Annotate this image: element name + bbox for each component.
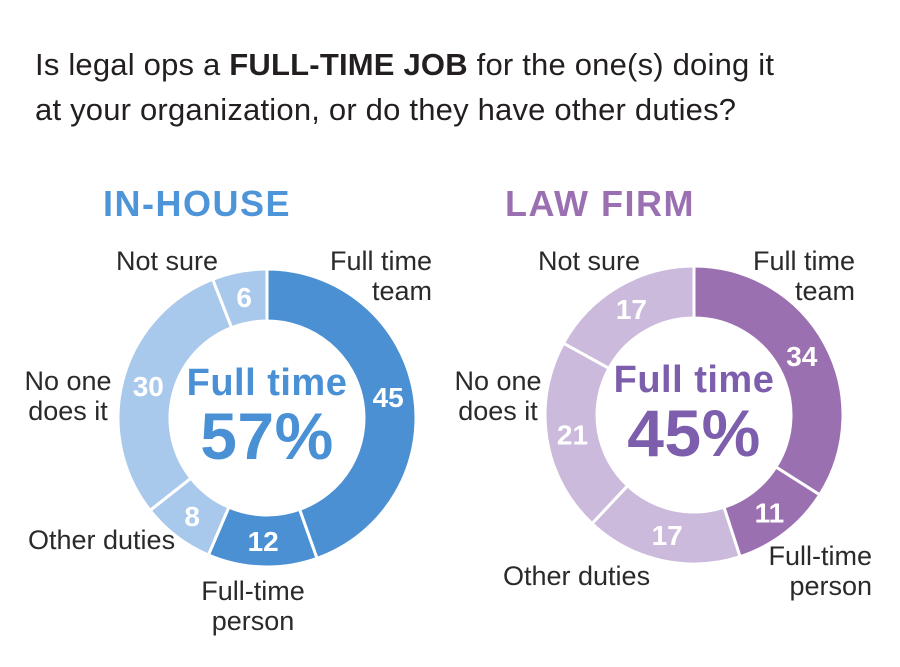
center-value: 57%: [200, 399, 334, 473]
center-label: Full time: [613, 359, 775, 401]
segment-value-full-time-team: 34: [786, 341, 818, 372]
center-label: Full time: [186, 362, 348, 404]
donut-center-text: Full time 57%: [157, 362, 377, 473]
segment-label-full-time-person: Full-time person: [201, 576, 305, 637]
segment-label-full-time-team: Full time team: [752, 246, 855, 307]
segment-value-other-duties: 8: [184, 501, 200, 532]
segment-value-full-time-team: 45: [373, 382, 404, 413]
donut-segment-no-one-does-it: [116, 277, 234, 512]
segment-value-other-duties: 17: [652, 520, 683, 551]
question-text: for the one(s) doing it: [467, 47, 775, 82]
segment-label-other-duties: Other duties: [28, 525, 176, 555]
segment-value-not-sure: 17: [616, 294, 647, 325]
question-text: Is legal ops a: [35, 47, 230, 82]
center-value: 45%: [627, 396, 761, 470]
segment-label-no-one-does-it: No one does it: [24, 366, 112, 427]
question-line-2: at your organization, or do they have ot…: [35, 92, 737, 127]
question-title: Is legal ops a FULL-TIME JOB for the one…: [35, 42, 875, 132]
segment-label-not-sure: Not sure: [538, 246, 641, 276]
segment-value-full-time-person: 12: [248, 526, 279, 557]
chart-title-law-firm: LAW FIRM: [505, 183, 695, 224]
donut-svg-law-firm: 34 11 17 21 17: [543, 264, 845, 566]
donut-segment-full-time-team: [265, 267, 418, 560]
chart-title-in-house: IN-HOUSE: [103, 183, 292, 224]
segment-value-no-one-does-it: 21: [557, 419, 588, 450]
segment-label-full-time-person: Full-time person: [768, 541, 872, 602]
question-line-1: Is legal ops a FULL-TIME JOB for the one…: [35, 42, 875, 87]
segment-label-full-time-team: Full time team: [329, 246, 432, 307]
question-emphasis: FULL-TIME JOB: [229, 47, 468, 82]
donut-center-text: Full time 45%: [584, 359, 804, 470]
donut-svg-in-house: 45 12 8 30 6: [116, 267, 418, 569]
donut-chart-law-firm: LAW FIRM 34 11 17 21 17 Full time 45% Not su…: [450, 180, 900, 667]
segment-value-not-sure: 6: [236, 282, 252, 313]
donut-segment-not-sure: [211, 267, 269, 330]
segment-label-other-duties: Other duties: [503, 561, 651, 591]
segment-value-no-one-does-it: 30: [133, 371, 164, 402]
segment-value-full-time-person: 11: [755, 497, 785, 528]
donut-chart-in-house: IN-HOUSE 45 12 8 30 6 Full time 57% Not sure…: [0, 180, 450, 667]
donut-segment-full-time-team: [692, 264, 845, 497]
segment-label-not-sure: Not sure: [116, 246, 219, 276]
donut-segment-not-sure: [561, 264, 696, 370]
segment-label-no-one-does-it: No one does it: [454, 366, 542, 427]
